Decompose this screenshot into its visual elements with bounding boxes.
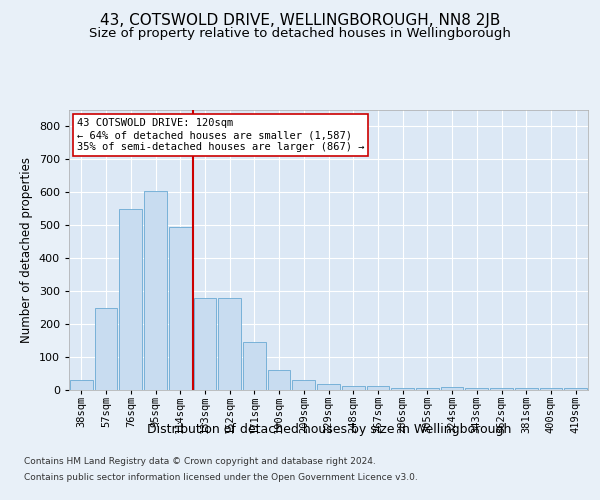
Bar [194, 298, 216, 390]
Text: 43 COTSWOLD DRIVE: 120sqm
← 64% of detached houses are smaller (1,587)
35% of se: 43 COTSWOLD DRIVE: 120sqm ← 64% of detac… [77, 118, 364, 152]
Bar [169, 227, 191, 390]
Bar [119, 210, 142, 390]
Bar [441, 388, 463, 390]
Text: 43, COTSWOLD DRIVE, WELLINGBOROUGH, NN8 2JB: 43, COTSWOLD DRIVE, WELLINGBOROUGH, NN8 … [100, 12, 500, 28]
Bar [367, 386, 389, 390]
Bar [539, 388, 562, 390]
Bar [391, 388, 414, 390]
Text: Size of property relative to detached houses in Wellingborough: Size of property relative to detached ho… [89, 28, 511, 40]
Bar [268, 370, 290, 390]
Y-axis label: Number of detached properties: Number of detached properties [20, 157, 33, 343]
Bar [218, 298, 241, 390]
Text: Contains public sector information licensed under the Open Government Licence v3: Contains public sector information licen… [24, 472, 418, 482]
Bar [243, 342, 266, 390]
Bar [95, 308, 118, 390]
Bar [144, 190, 167, 390]
Text: Distribution of detached houses by size in Wellingborough: Distribution of detached houses by size … [146, 422, 511, 436]
Bar [70, 380, 93, 390]
Bar [466, 388, 488, 390]
Bar [317, 384, 340, 390]
Bar [515, 388, 538, 390]
Bar [564, 388, 587, 390]
Bar [342, 386, 365, 390]
Bar [490, 388, 513, 390]
Bar [292, 380, 315, 390]
Text: Contains HM Land Registry data © Crown copyright and database right 2024.: Contains HM Land Registry data © Crown c… [24, 458, 376, 466]
Bar [416, 388, 439, 390]
